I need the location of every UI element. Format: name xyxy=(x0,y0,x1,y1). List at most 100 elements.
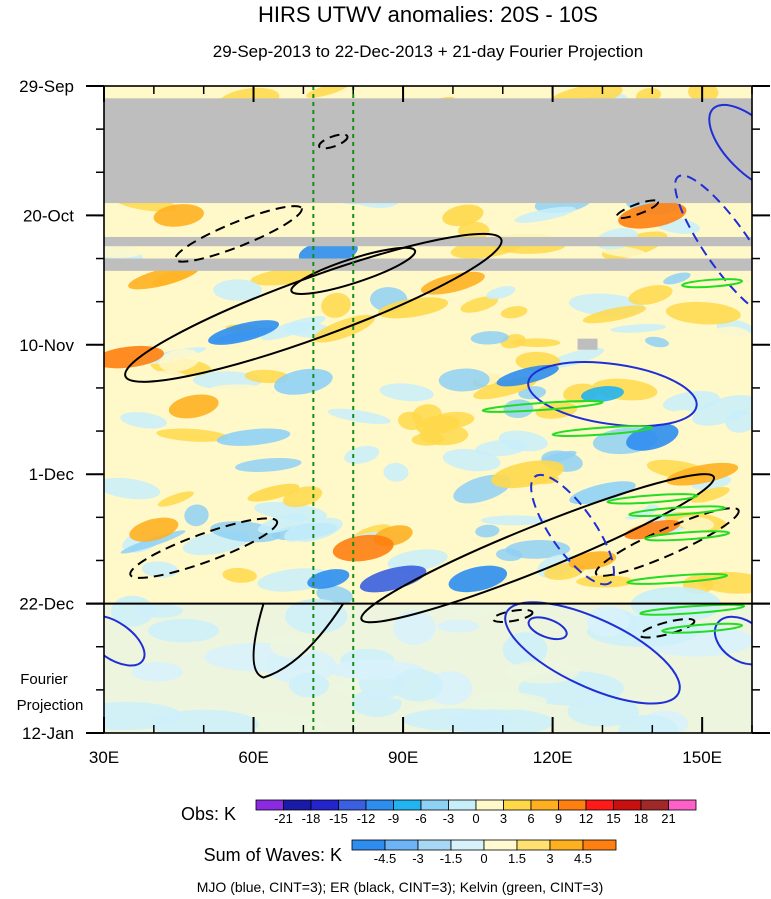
obs-colorbar: -21 -18 -15 -12 -9 -6 -3 0 3 6 9 12 15 18 21 Obs: K xyxy=(181,799,697,826)
shade-patch xyxy=(327,408,391,425)
shade-patch xyxy=(290,433,334,448)
kelvin-contour xyxy=(661,622,744,634)
shade-patch xyxy=(415,415,461,435)
shade-patch xyxy=(665,301,741,325)
projection-label-line1: Fourier xyxy=(20,671,68,688)
x-tick-label: 120E xyxy=(533,748,573,767)
colorbar-box xyxy=(558,799,587,811)
mjo-contour xyxy=(104,614,146,667)
shade-patch xyxy=(475,524,500,538)
colorbar-tick-label: -12 xyxy=(357,811,376,826)
shade-patch xyxy=(628,285,673,305)
shade-patch xyxy=(156,428,228,442)
shade-patch xyxy=(157,491,194,507)
colorbar-box xyxy=(420,799,449,811)
shade-patch xyxy=(568,551,617,570)
shade-patch xyxy=(387,549,448,572)
shade-patch xyxy=(208,384,267,396)
colorbar-tick-label: 0 xyxy=(480,851,487,866)
er-contour xyxy=(252,603,345,679)
projection-wash xyxy=(104,603,752,733)
shade-patch xyxy=(514,206,576,223)
mjo-contour xyxy=(527,616,568,641)
shade-patch xyxy=(618,202,687,229)
shade-patch xyxy=(321,292,351,318)
colorbar-box xyxy=(450,839,485,851)
projection-shade xyxy=(505,660,579,684)
colorbar-tick-label: 4.5 xyxy=(574,851,592,866)
shade-patch xyxy=(692,394,752,426)
shade-patch xyxy=(644,336,669,348)
er-contour xyxy=(129,517,279,579)
kelvin-contour xyxy=(481,399,604,413)
colorbar-tick-label: -3 xyxy=(412,851,424,866)
shade-patch xyxy=(379,383,434,402)
shade-patch xyxy=(184,504,209,527)
chart-subtitle: 29-Sep-2013 to 22-Dec-2013 + 21-day Four… xyxy=(213,42,643,61)
shade-patch xyxy=(141,561,179,578)
er-contour xyxy=(594,507,740,577)
shade-patch xyxy=(663,272,691,285)
shade-patch xyxy=(332,534,394,562)
mjo-contour xyxy=(530,473,615,586)
er-contour xyxy=(360,473,716,624)
shade-patch xyxy=(570,530,619,542)
projection-shade xyxy=(148,618,219,643)
shade-patch xyxy=(582,305,647,324)
wave-contours xyxy=(104,103,752,705)
shade-patch xyxy=(104,477,161,500)
projection-shade xyxy=(618,714,679,733)
projection-shade xyxy=(150,709,259,733)
colorbar-tick-label: -3 xyxy=(443,811,455,826)
colorbar-box xyxy=(365,799,394,811)
shade-patch xyxy=(213,279,262,301)
kelvin-contour xyxy=(681,278,744,289)
colorbar-tick-label: 18 xyxy=(634,811,648,826)
colorbar-box xyxy=(384,839,419,851)
y-tick-label: 1-Dec xyxy=(29,465,75,484)
colorbar-box xyxy=(483,839,518,851)
kelvin-contour xyxy=(626,573,729,585)
projection-shade xyxy=(131,662,183,682)
colorbar-tick-label: 0 xyxy=(472,811,479,826)
colorbar-tick-label: 21 xyxy=(661,811,675,826)
shade-patch xyxy=(460,296,499,313)
er-contour xyxy=(290,246,417,295)
shade-patch xyxy=(677,516,715,531)
colorbar-label: Sum of Waves: K xyxy=(204,845,342,865)
shade-patch xyxy=(168,394,219,419)
shade-patch xyxy=(496,364,559,387)
shade-patch xyxy=(498,430,548,452)
y-tick-label: 22-Dec xyxy=(19,595,74,614)
plot-area xyxy=(104,86,752,733)
mjo-contour xyxy=(674,174,752,318)
er-contour xyxy=(639,617,696,639)
er-contour xyxy=(174,205,303,263)
projection-shade xyxy=(393,610,436,645)
missing-patch xyxy=(577,338,598,350)
mjo-contour xyxy=(504,601,681,705)
x-tick-label: 60E xyxy=(238,748,268,767)
colorbar-tick-label: -9 xyxy=(388,811,400,826)
mjo-contour xyxy=(527,361,698,428)
projection-shade xyxy=(288,673,330,698)
projection-shade xyxy=(392,669,444,702)
y-tick-label: 10-Nov xyxy=(19,336,74,355)
colorbar-box xyxy=(393,799,422,811)
colorbar-box xyxy=(530,799,559,811)
missing-band xyxy=(104,258,752,271)
y-axis: 29-Sep 20-Oct 10-Nov 1-Dec 22-Dec 12-Jan xyxy=(19,77,770,743)
shade-patch xyxy=(216,428,291,446)
missing-band xyxy=(104,98,752,204)
colorbar-box xyxy=(582,839,617,851)
er-contour xyxy=(318,133,349,150)
colorbar-box xyxy=(351,839,386,851)
shade-patch xyxy=(500,306,528,319)
y-tick-label: 20-Oct xyxy=(23,206,74,225)
shade-patch xyxy=(470,331,509,345)
colorbar-box xyxy=(585,799,614,811)
colorbar-box xyxy=(417,839,452,851)
colorbar-tick-label: -1.5 xyxy=(440,851,462,866)
projection-shade xyxy=(285,598,348,634)
y-tick-label: 12-Jan xyxy=(22,724,74,743)
